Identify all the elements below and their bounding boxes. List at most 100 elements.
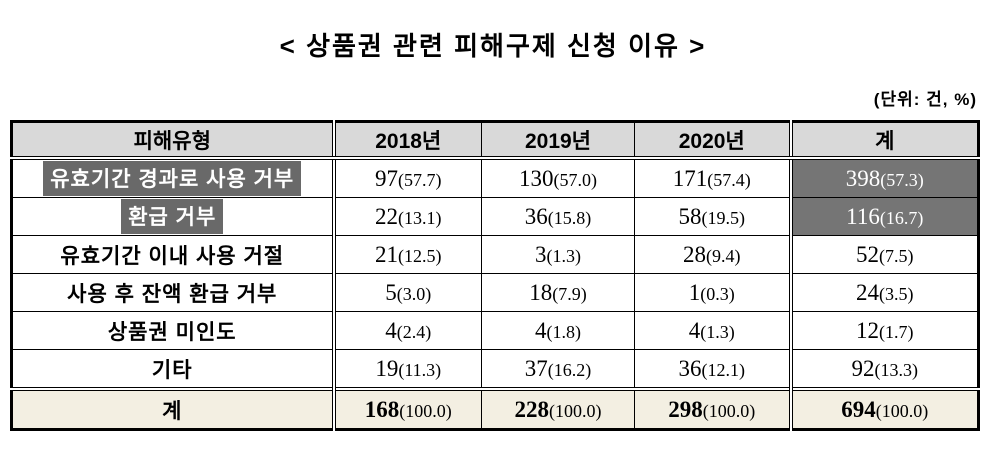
value-count: 130 (519, 165, 554, 191)
value-cell-2019: 4(1.8) (481, 311, 635, 350)
value-percent: (12.5) (398, 245, 442, 266)
total-cell-2019: 228(100.0) (481, 387, 635, 430)
value-percent: (57.7) (398, 169, 442, 190)
value-count: 5 (385, 279, 397, 305)
value-percent: (13.3) (874, 359, 919, 380)
value-count: 12 (856, 317, 879, 343)
table-row-refund-refusal: 환급 거부 22(13.1) 36(15.8) 58(19.5) 116(16.… (11, 197, 979, 236)
value-percent: (3.5) (879, 283, 914, 304)
header-2020: 2020년 (634, 121, 791, 160)
value-count: 228 (514, 396, 550, 422)
value-count: 37 (524, 355, 548, 381)
value-count: 116 (846, 203, 880, 229)
value-cell-2018: 4(2.4) (331, 311, 482, 350)
value-percent: (57.3) (880, 169, 924, 190)
value-percent: (100.0) (702, 400, 756, 421)
value-count: 168 (364, 396, 400, 422)
value-count: 24 (856, 279, 879, 305)
value-percent: (57.4) (707, 169, 751, 190)
value-cell-2019: 18(7.9) (481, 273, 635, 312)
table-row-balance-refund-refusal: 사용 후 잔액 환급 거부 5(3.0) 18(7.9) 1(0.3) 24(3… (11, 273, 979, 312)
value-cell-2018: 5(3.0) (331, 273, 482, 312)
damage-type-cell: 환급 거부 (11, 197, 334, 236)
value-percent: (15.8) (547, 207, 592, 228)
value-percent: (7.5) (879, 245, 914, 266)
page: < 상품권 관련 피해구제 신청 이유 > (단위: 건, %) 피해유형 20… (0, 26, 986, 452)
value-cell-2019: 37(16.2) (481, 349, 635, 390)
value-percent: (1.7) (879, 321, 914, 342)
damage-relief-table: 피해유형 2018년 2019년 2020년 계 유효기간 경과로 사용 거부 … (10, 120, 980, 431)
value-percent: (1.3) (700, 321, 735, 342)
value-count: 4 (385, 317, 397, 343)
value-percent: (2.4) (396, 321, 432, 342)
value-count: 22 (375, 203, 398, 229)
value-cell-2018: 21(12.5) (331, 235, 482, 274)
value-count: 4 (535, 317, 547, 343)
value-percent: (16.2) (547, 359, 592, 380)
value-cell-total: 92(13.3) (788, 349, 979, 390)
header-2019: 2019년 (481, 121, 635, 160)
value-percent: (57.0) (553, 169, 598, 190)
value-count: 18 (529, 279, 553, 305)
value-cell-total: 116(16.7) (788, 197, 979, 236)
value-count: 1 (688, 279, 701, 305)
value-cell-2018: 97(57.7) (331, 157, 482, 198)
value-count: 19 (375, 355, 399, 381)
value-cell-total: 24(3.5) (788, 273, 979, 312)
table-row-within-validity-refusal: 유효기간 이내 사용 거절 21(12.5) 3(1.3) 28(9.4) 52… (11, 235, 979, 274)
table-row-non-delivery: 상품권 미인도 4(2.4) 4(1.8) 4(1.3) 12(1.7) (11, 311, 979, 350)
value-count: 3 (535, 241, 547, 267)
value-count: 36 (524, 203, 548, 229)
value-count: 52 (856, 241, 879, 267)
value-percent: (1.8) (546, 321, 582, 342)
page-title: < 상품권 관련 피해구제 신청 이유 > (279, 31, 707, 61)
value-count: 4 (688, 317, 701, 343)
total-cell-2020: 298(100.0) (634, 387, 791, 430)
value-percent: (100.0) (399, 400, 452, 421)
value-percent: (12.1) (701, 359, 746, 380)
damage-type-cell: 상품권 미인도 (11, 311, 334, 350)
value-cell-2020: 4(1.3) (634, 311, 791, 350)
highlighted-label: 유효기간 경과로 사용 거부 (43, 161, 302, 196)
value-count: 398 (845, 165, 881, 191)
damage-type-cell: 기타 (11, 349, 334, 390)
value-count: 58 (678, 203, 702, 229)
header-damage-type: 피해유형 (11, 121, 334, 160)
value-count: 36 (678, 355, 702, 381)
header-row: 피해유형 2018년 2019년 2020년 계 (11, 121, 979, 160)
value-cell-total: 52(7.5) (788, 235, 979, 274)
table-row-etc: 기타 19(11.3) 37(16.2) 36(12.1) 92(13.3) (11, 349, 979, 390)
header-total: 계 (788, 121, 979, 160)
value-count: 97 (375, 165, 398, 191)
header-2018: 2018년 (331, 121, 482, 160)
value-percent: (16.7) (879, 207, 924, 228)
unit-note: (단위: 건, %) (873, 90, 977, 109)
value-count: 92 (851, 355, 875, 381)
damage-type-cell: 사용 후 잔액 환급 거부 (11, 273, 334, 312)
value-cell-2019: 36(15.8) (481, 197, 635, 236)
damage-type-cell: 유효기간 이내 사용 거절 (11, 235, 334, 274)
value-cell-2020: 1(0.3) (634, 273, 791, 312)
value-cell-2020: 171(57.4) (634, 157, 791, 198)
value-cell-2020: 58(19.5) (634, 197, 791, 236)
value-percent: (100.0) (549, 400, 602, 421)
value-percent: (0.3) (700, 283, 735, 304)
value-count: 28 (683, 241, 706, 267)
value-cell-2020: 36(12.1) (634, 349, 791, 390)
value-percent: (11.3) (398, 359, 442, 380)
value-cell-2019: 3(1.3) (481, 235, 635, 274)
value-count: 298 (668, 396, 703, 422)
value-count: 171 (672, 165, 708, 191)
value-count: 694 (841, 396, 876, 422)
damage-type-cell: 유효기간 경과로 사용 거부 (11, 157, 334, 198)
value-cell-total: 398(57.3) (788, 157, 979, 198)
value-cell-2019: 130(57.0) (481, 157, 635, 198)
total-label-cell: 계 (11, 387, 334, 430)
value-count: 21 (375, 241, 398, 267)
value-percent: (3.0) (396, 283, 432, 304)
value-cell-2018: 19(11.3) (331, 349, 482, 390)
value-percent: (1.3) (546, 245, 582, 266)
value-percent: (19.5) (701, 207, 746, 228)
value-cell-total: 12(1.7) (788, 311, 979, 350)
value-percent: (13.1) (398, 207, 442, 228)
